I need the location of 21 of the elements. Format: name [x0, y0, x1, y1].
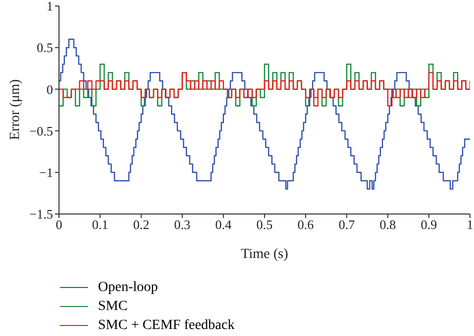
x-tick-label: 0.2: [133, 217, 150, 232]
y-tick-label: 0: [46, 82, 53, 97]
legend-label: Open-loop: [98, 279, 158, 297]
x-tick-label: 0.4: [215, 217, 232, 232]
y-tick-label: −1.5: [29, 206, 53, 222]
x-tick-label: 0.7: [338, 217, 356, 232]
legend-label: SMC + CEMF feedback: [98, 317, 235, 335]
x-tick-label: 0.1: [92, 217, 108, 232]
y-tick-label: 0.5: [36, 40, 53, 56]
x-tick-label: 0.5: [256, 217, 273, 232]
y-tick-label: −0.5: [29, 123, 53, 138]
y-axis-title: Error (μm): [8, 78, 23, 140]
x-tick-label: 0.6: [297, 217, 314, 232]
x-tick-label: 1: [466, 217, 474, 232]
legend-label: SMC: [98, 298, 128, 316]
x-axis-title: Time (s): [240, 247, 288, 262]
x-tick-label: 0.3: [174, 217, 190, 232]
x-tick-label: 0.8: [380, 217, 396, 232]
y-tick-label: −1: [39, 165, 53, 180]
y-tick-label: 1: [46, 0, 53, 14]
x-tick-label: 0.9: [420, 217, 438, 232]
